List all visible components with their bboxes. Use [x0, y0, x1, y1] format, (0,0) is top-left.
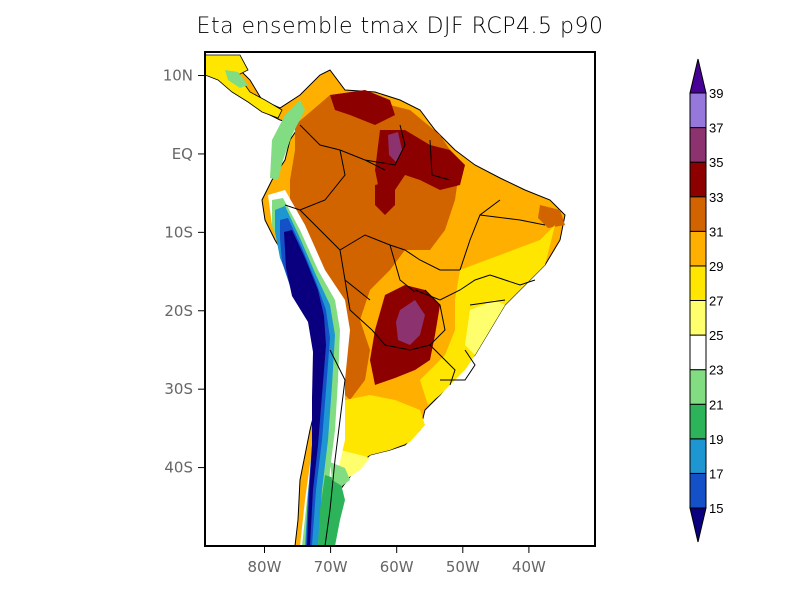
colorbar-label: 35	[709, 155, 723, 170]
region-patagonia-light-green	[330, 462, 350, 486]
x-tick-label: 70W	[314, 558, 348, 576]
colorbar-bin	[689, 92, 707, 129]
map-title: Eta ensemble tmax DJF RCP4.5 p90	[196, 14, 604, 39]
y-tick-label: 10S	[164, 223, 193, 241]
region-patagonia-green	[318, 475, 345, 546]
map-frame	[204, 51, 596, 547]
y-tick-label: 20S	[164, 302, 193, 320]
region-central-america-green	[225, 70, 248, 88]
region-andes-navy	[284, 230, 326, 546]
colorbar-label: 25	[709, 328, 723, 343]
country-borders	[284, 124, 546, 546]
colorbar-bin	[689, 127, 707, 163]
x-tick-label: 60W	[380, 558, 414, 576]
x-tick-label: 80W	[248, 558, 282, 576]
colorbar-extend-min	[689, 507, 707, 543]
colorbar-bin	[689, 161, 707, 198]
region-andes-blue	[275, 206, 335, 546]
colorbar-bin	[689, 300, 707, 336]
colorbar-bin	[689, 472, 707, 509]
region-35-37-chaco	[396, 300, 425, 345]
colorbar-bin	[689, 438, 707, 474]
region-33-35-amazon	[375, 180, 395, 215]
y-tick-label: 40S	[164, 459, 193, 477]
colorbar-bin	[689, 265, 707, 301]
colorbar-label: 23	[709, 363, 723, 378]
colorbar-label: 21	[709, 397, 723, 412]
region-25-27-east	[465, 300, 505, 355]
colorbar-label: 33	[709, 190, 723, 205]
x-tick-label: 50W	[446, 558, 480, 576]
region-35-37-guiana	[388, 132, 402, 162]
region-27-29-argentina	[340, 395, 425, 470]
colorbar-bin	[689, 369, 707, 405]
y-axis: 10N EQ 10S 20S 30S 40S	[163, 67, 205, 477]
y-tick-label: EQ	[172, 145, 193, 163]
region-31-33-northeast	[538, 205, 565, 228]
colorbar-label: 39	[709, 86, 723, 101]
colorbar-label: 17	[709, 466, 723, 481]
colorbar-label: 37	[709, 121, 723, 136]
colorbar: 15 17 19 21 23 25 27 29 31 33 35 37 39	[689, 58, 723, 543]
y-tick-label: 10N	[163, 67, 193, 85]
colorbar-bin	[689, 196, 707, 232]
colorbar-bin	[689, 230, 707, 267]
colorbar-label: 29	[709, 259, 723, 274]
y-tick-label: 30S	[164, 380, 193, 398]
colorbar-bin	[689, 403, 707, 440]
colorbar-extend-max	[689, 58, 707, 94]
colorbar-bin	[689, 334, 707, 371]
map-field	[205, 54, 566, 546]
colorbar-label: 15	[709, 501, 723, 516]
region-33-35-venezuela	[330, 90, 395, 125]
colorbar-label: 19	[709, 432, 723, 447]
colorbar-label: 27	[709, 294, 723, 309]
region-andes-green	[270, 100, 305, 180]
x-axis: 80W 70W 60W 50W 40W	[248, 546, 546, 576]
x-tick-label: 40W	[512, 558, 546, 576]
colorbar-label: 31	[709, 224, 723, 239]
